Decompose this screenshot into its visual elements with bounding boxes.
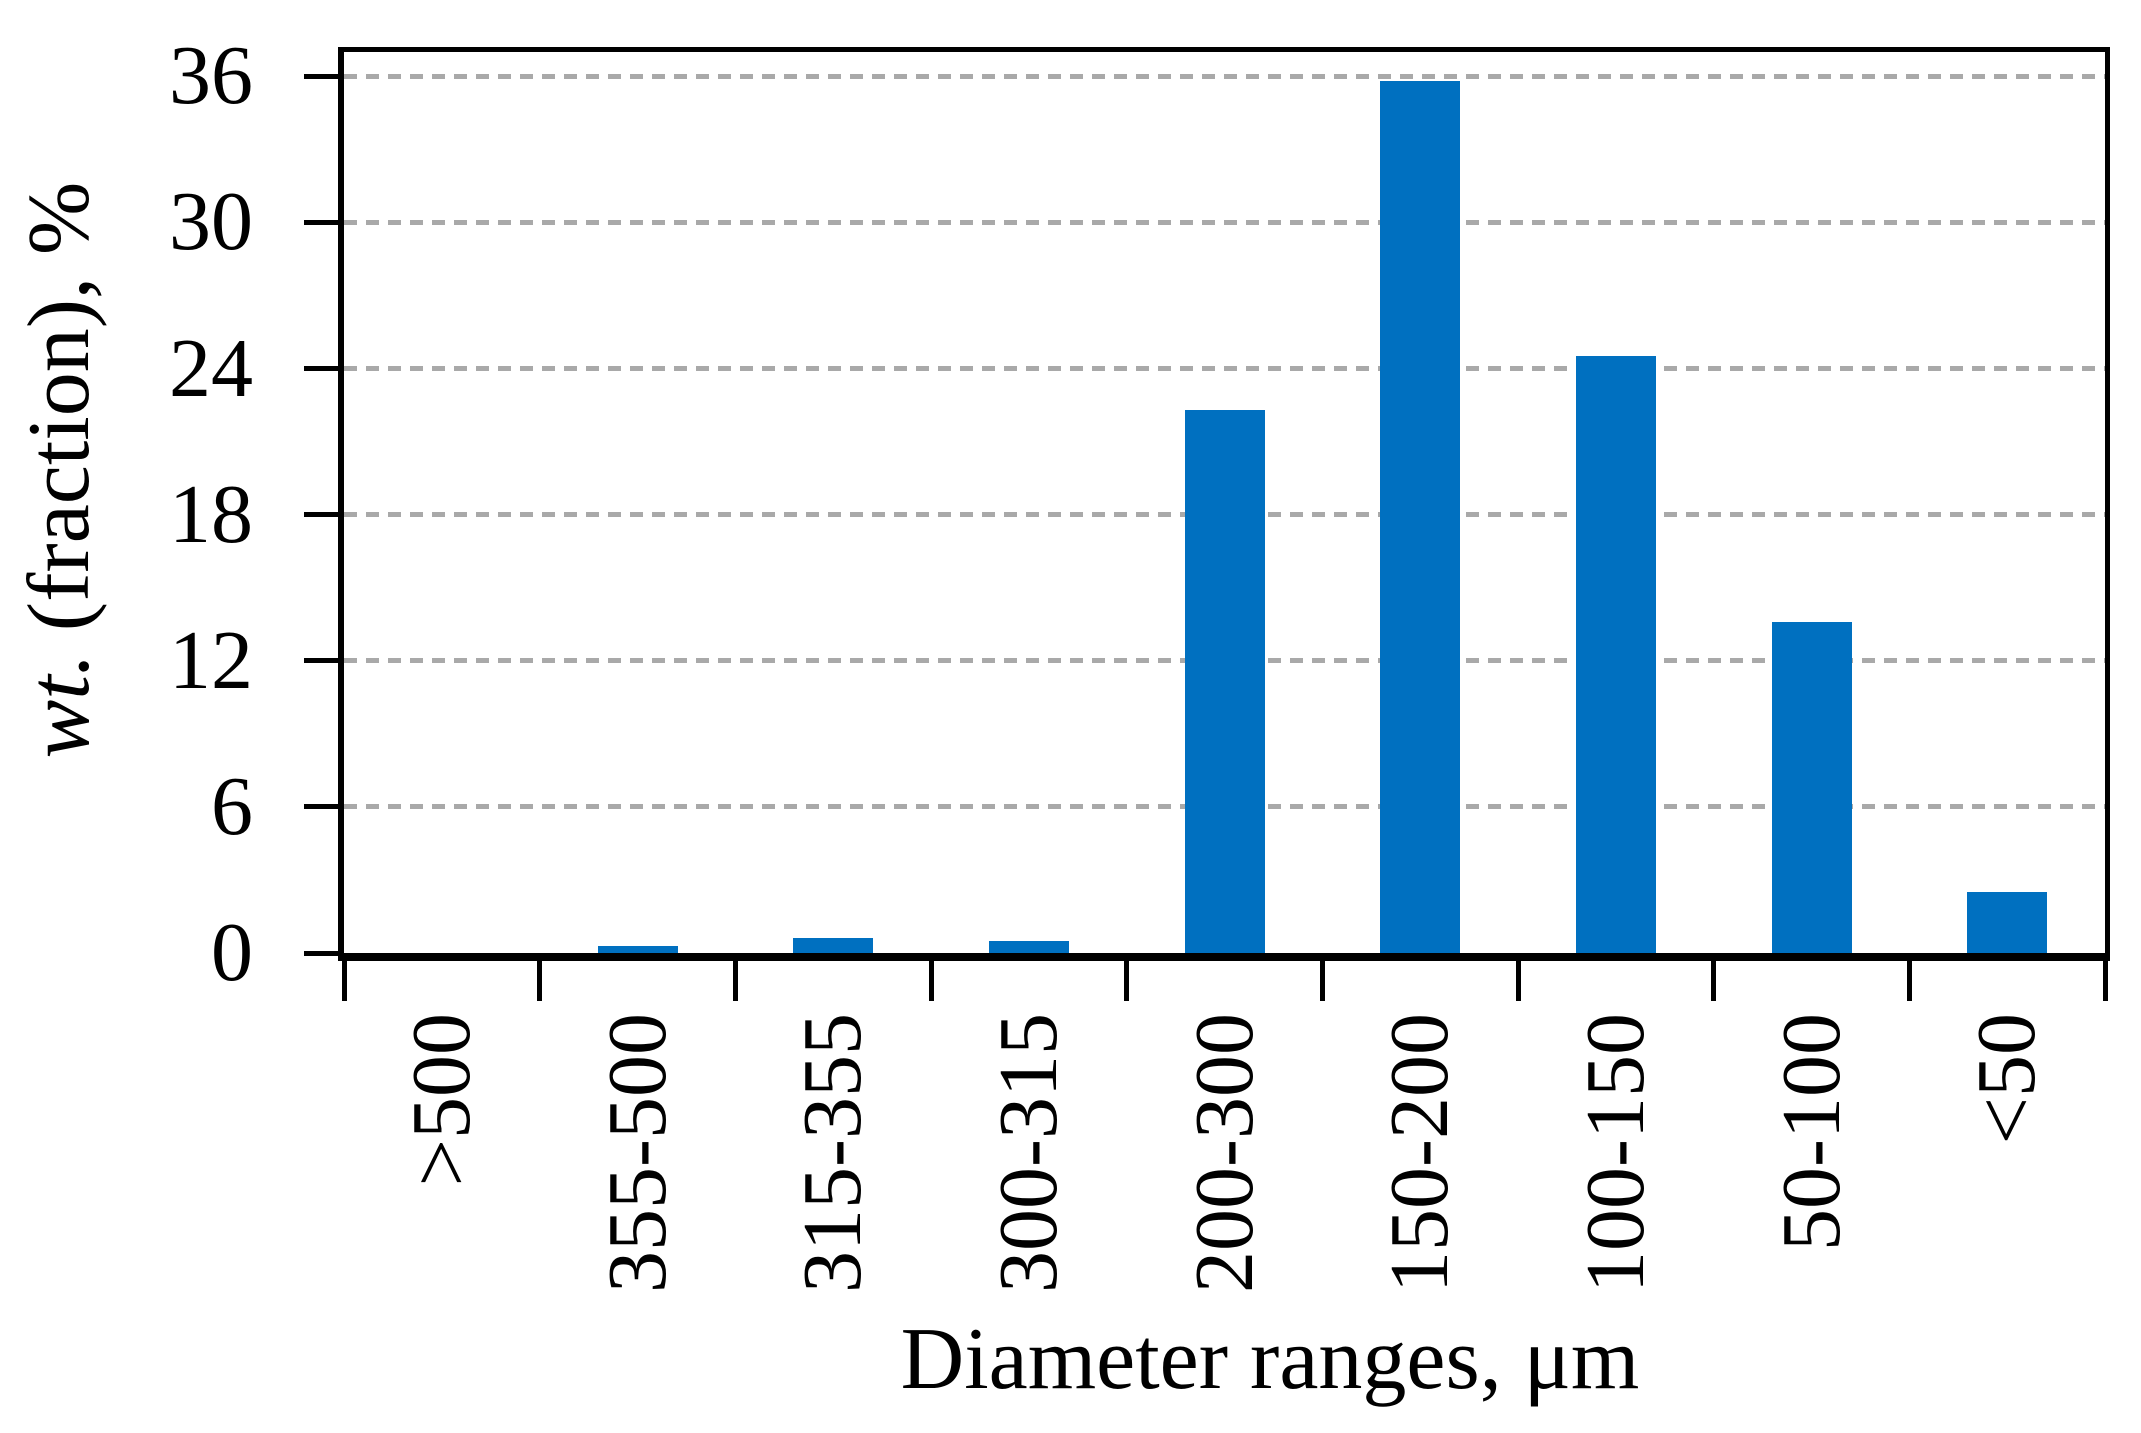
gridline-y-24 — [344, 366, 2105, 372]
y-tick-18 — [304, 512, 344, 518]
bar-355-500 — [597, 945, 678, 953]
bar-200-300 — [1184, 409, 1265, 953]
x-tick-5 — [1319, 953, 1325, 1001]
y-tick-24 — [304, 366, 344, 372]
y-tick-6 — [304, 804, 344, 810]
x-tick-7 — [1711, 953, 1717, 1001]
x-tick-1 — [537, 953, 543, 1001]
y-tick-label: 36 — [169, 29, 253, 123]
y-tick-label: 12 — [169, 613, 253, 707]
y-tick-label: 24 — [169, 321, 253, 415]
y-tick-36 — [304, 73, 344, 79]
bar-150-200 — [1380, 81, 1461, 953]
gridline-y-36 — [344, 73, 2105, 79]
bar-50-100 — [1771, 621, 1852, 953]
y-tick-12 — [304, 658, 344, 664]
y-tick-label: 18 — [169, 467, 253, 561]
y-tick-label: 30 — [169, 175, 253, 269]
bar-315-355 — [793, 938, 874, 953]
bar-300-315 — [988, 940, 1069, 953]
x-tick-0 — [341, 953, 347, 1001]
x-tick-3 — [928, 953, 934, 1001]
plot-area — [304, 47, 2110, 1001]
x-tick-8 — [1906, 953, 1912, 1001]
y-tick-label: 0 — [211, 906, 253, 999]
x-tick-6 — [1515, 953, 1521, 1001]
y-tick-0 — [304, 950, 344, 956]
x-tick-4 — [1124, 953, 1130, 1001]
bar-100-150 — [1575, 356, 1656, 953]
x-tick-2 — [732, 953, 738, 1001]
gridline-y-30 — [344, 219, 2105, 225]
y-tick-label: 6 — [211, 759, 253, 853]
x-axis-title: Diameter ranges, μm — [900, 1311, 1640, 1408]
x-tick-9 — [2102, 953, 2108, 1001]
y-tick-30 — [304, 219, 344, 225]
bar-<50 — [1967, 892, 2048, 953]
